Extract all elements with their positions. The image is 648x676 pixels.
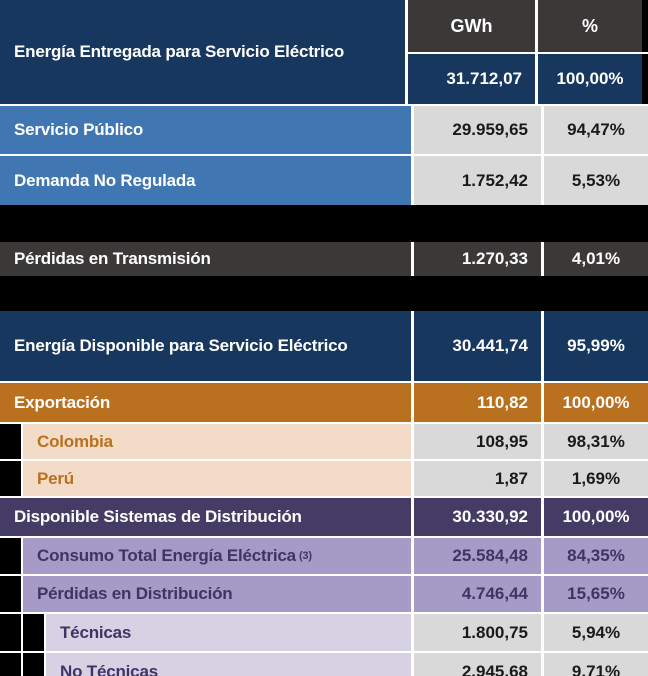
section-gap	[0, 276, 648, 311]
delivered-total-row: 31.712,07 100,00%	[405, 54, 648, 104]
row-gwh-value: 108,95	[411, 424, 541, 459]
pct-column-header: %	[535, 0, 642, 52]
row-pct-value: 100,00%	[541, 383, 648, 422]
row-pct-value: 5,53%	[541, 156, 648, 205]
indent-block	[0, 461, 23, 496]
row-pct-value: 84,35%	[541, 538, 648, 574]
row-label: Servicio Público	[0, 106, 411, 154]
delivered-total-gwh: 31.712,07	[405, 54, 535, 104]
row-pct-value: 100,00%	[541, 498, 648, 536]
row-pct-value: 4,01%	[541, 242, 648, 276]
table-row-perdidas-transmision: Pérdidas en Transmisión 1.270,33 4,01%	[0, 242, 648, 276]
table-row-energia-disponible: Energía Disponible para Servicio Eléctri…	[0, 311, 648, 381]
row-pct-value: 15,65%	[541, 576, 648, 612]
row-gwh-value: 1,87	[411, 461, 541, 496]
indent-block	[0, 538, 23, 574]
row-gwh-value: 2.945,68	[411, 653, 541, 676]
table-row-exportacion: Exportación 110,82 100,00%	[0, 381, 648, 422]
row-pct-value: 9,71%	[541, 653, 648, 676]
row-gwh-value: 110,82	[411, 383, 541, 422]
delivered-values-column: GWh % 31.712,07 100,00%	[405, 0, 648, 104]
table-row-tecnicas: Técnicas 1.800,75 5,94%	[0, 612, 648, 651]
delivered-total-pct: 100,00%	[535, 54, 642, 104]
table-row-demanda-no-regulada: Demanda No Regulada 1.752,42 5,53%	[0, 154, 648, 205]
row-pct-value: 94,47%	[541, 106, 648, 154]
row-label: Perú	[23, 461, 411, 496]
row-gwh-value: 30.441,74	[411, 311, 541, 381]
row-label: Disponible Sistemas de Distribución	[0, 498, 411, 536]
row-pct-value: 95,99%	[541, 311, 648, 381]
row-label: Pérdidas en Distribución	[23, 576, 411, 612]
row-gwh-value: 1.800,75	[411, 614, 541, 651]
row-gwh-value: 4.746,44	[411, 576, 541, 612]
table-row-peru: Perú 1,87 1,69%	[0, 459, 648, 496]
row-label: Exportación	[0, 383, 411, 422]
indent-block	[23, 653, 46, 676]
table-row-no-tecnicas: No Técnicas 2.945,68 9,71%	[0, 651, 648, 676]
column-header-row: GWh %	[405, 0, 648, 54]
section-gap	[0, 205, 648, 242]
row-pct-value: 98,31%	[541, 424, 648, 459]
table-row-consumo-total: Consumo Total Energía Eléctrica (3) 25.58…	[0, 536, 648, 574]
indent-block	[0, 576, 23, 612]
table-row-disponible-distribucion: Disponible Sistemas de Distribución 30.3…	[0, 496, 648, 536]
table-row-colombia: Colombia 108,95 98,31%	[0, 422, 648, 459]
row-gwh-value: 25.584,48	[411, 538, 541, 574]
delivered-header-block: Energía Entregada para Servicio Eléctric…	[0, 0, 648, 104]
row-label: Energía Disponible para Servicio Eléctri…	[0, 311, 411, 381]
row-gwh-value: 29.959,65	[411, 106, 541, 154]
row-pct-value: 1,69%	[541, 461, 648, 496]
indent-block	[0, 653, 23, 676]
row-label: Consumo Total Energía Eléctrica (3)	[23, 538, 411, 574]
delivered-title: Energía Entregada para Servicio Eléctric…	[0, 0, 405, 104]
row-pct-value: 5,94%	[541, 614, 648, 651]
row-gwh-value: 1.752,42	[411, 156, 541, 205]
gwh-column-header: GWh	[405, 0, 535, 52]
indent-block	[0, 614, 23, 651]
table-row-servicio-publico: Servicio Público 29.959,65 94,47%	[0, 104, 648, 154]
indent-block	[23, 614, 46, 651]
row-gwh-value: 1.270,33	[411, 242, 541, 276]
row-label: Colombia	[23, 424, 411, 459]
row-gwh-value: 30.330,92	[411, 498, 541, 536]
row-label-text: Consumo Total Energía Eléctrica	[37, 546, 296, 565]
row-label: Demanda No Regulada	[0, 156, 411, 205]
row-label: No Técnicas	[46, 653, 411, 676]
indent-block	[0, 424, 23, 459]
table-row-perdidas-distribucion: Pérdidas en Distribución 4.746,44 15,65%	[0, 574, 648, 612]
row-label: Técnicas	[46, 614, 411, 651]
row-label: Pérdidas en Transmisión	[0, 242, 411, 276]
